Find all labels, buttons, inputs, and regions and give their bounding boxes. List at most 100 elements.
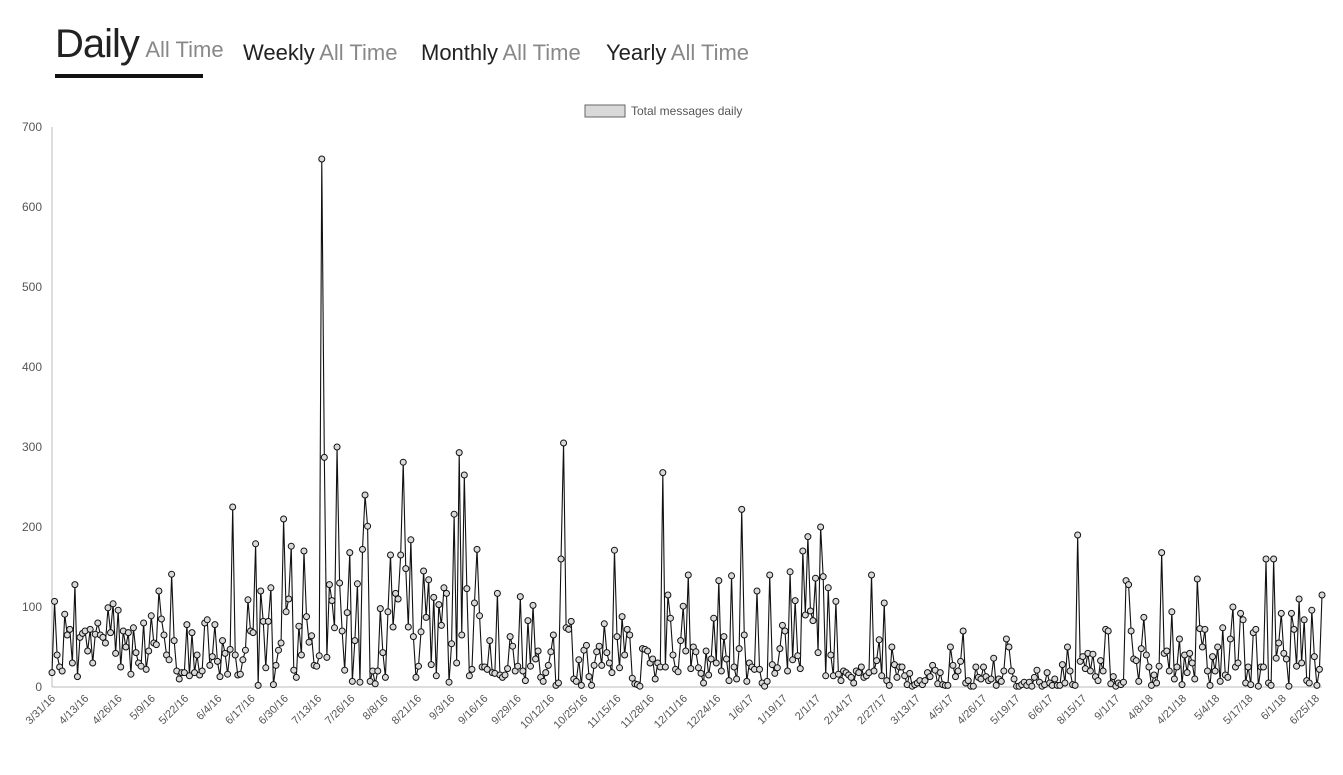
data-point bbox=[926, 673, 934, 681]
data-point bbox=[1127, 627, 1135, 635]
tab-monthly[interactable]: Monthly All Time bbox=[421, 40, 581, 66]
data-point bbox=[399, 458, 407, 466]
data-point bbox=[707, 655, 715, 663]
data-point bbox=[1005, 643, 1013, 651]
data-point bbox=[506, 633, 514, 641]
data-point bbox=[880, 599, 888, 607]
tab-daily[interactable]: Daily All Time bbox=[55, 22, 224, 78]
tab-weekly-range: All Time bbox=[319, 40, 398, 65]
tab-monthly-range: All Time bbox=[502, 40, 581, 65]
data-point bbox=[822, 672, 830, 680]
x-tick-label: 5/4/18 bbox=[1192, 693, 1222, 723]
x-tick-label: 6/4/16 bbox=[194, 693, 224, 723]
data-point bbox=[906, 669, 914, 677]
data-point bbox=[61, 610, 69, 618]
x-tick-label: 5/9/16 bbox=[128, 693, 158, 723]
data-point bbox=[1226, 635, 1234, 643]
data-point bbox=[387, 551, 394, 559]
data-point bbox=[417, 628, 425, 636]
data-point bbox=[763, 677, 771, 685]
data-point bbox=[582, 641, 590, 649]
data-point bbox=[722, 655, 730, 663]
data-point bbox=[453, 659, 461, 667]
data-point bbox=[1135, 677, 1143, 685]
data-point bbox=[325, 581, 333, 589]
data-point bbox=[1305, 679, 1313, 687]
data-point bbox=[392, 589, 400, 597]
y-tick-label: 700 bbox=[22, 120, 42, 134]
tab-weekly-label: Weekly bbox=[243, 40, 315, 65]
data-point bbox=[1209, 653, 1217, 661]
data-point bbox=[778, 621, 786, 629]
data-point bbox=[855, 669, 863, 677]
data-point bbox=[295, 622, 303, 630]
data-point bbox=[414, 662, 422, 670]
data-point bbox=[397, 551, 405, 559]
data-point bbox=[590, 661, 598, 669]
data-point bbox=[99, 633, 107, 641]
data-point bbox=[1002, 635, 1010, 643]
data-point bbox=[455, 449, 463, 457]
x-tick-label: 4/26/17 bbox=[955, 693, 989, 727]
legend-label: Total messages daily bbox=[631, 104, 742, 118]
data-point bbox=[437, 621, 445, 629]
data-point bbox=[53, 651, 61, 659]
data-point bbox=[850, 679, 858, 687]
data-point bbox=[682, 647, 690, 655]
data-point bbox=[565, 625, 573, 633]
x-tick-label: 12/24/16 bbox=[685, 693, 724, 732]
data-point bbox=[959, 627, 967, 635]
data-point bbox=[1086, 667, 1094, 675]
x-tick-label: 10/25/16 bbox=[552, 693, 591, 732]
data-point bbox=[305, 638, 313, 646]
data-point bbox=[539, 677, 547, 685]
data-point bbox=[694, 664, 702, 672]
data-point bbox=[422, 613, 430, 621]
data-point bbox=[458, 631, 466, 639]
data-point bbox=[554, 679, 562, 687]
data-point bbox=[1074, 531, 1082, 539]
data-point bbox=[252, 540, 260, 548]
data-point bbox=[1099, 667, 1107, 675]
data-point bbox=[1280, 649, 1288, 657]
data-point bbox=[572, 677, 580, 685]
data-point bbox=[376, 605, 384, 613]
data-point bbox=[112, 649, 120, 657]
data-point bbox=[1239, 616, 1247, 624]
data-point bbox=[608, 669, 616, 677]
data-point bbox=[241, 646, 249, 654]
data-point bbox=[636, 682, 644, 690]
data-point bbox=[725, 677, 733, 685]
data-point bbox=[1191, 675, 1199, 683]
tab-yearly-label: Yearly bbox=[606, 40, 667, 65]
data-point bbox=[1163, 647, 1171, 655]
data-point bbox=[875, 636, 883, 644]
data-point bbox=[1315, 665, 1323, 673]
data-point bbox=[303, 613, 311, 621]
data-point bbox=[170, 637, 178, 645]
data-point bbox=[628, 674, 636, 682]
data-point bbox=[987, 675, 995, 683]
data-point bbox=[486, 637, 494, 645]
data-point bbox=[435, 601, 443, 609]
data-point bbox=[84, 647, 92, 655]
data-point bbox=[1170, 675, 1178, 683]
data-point bbox=[521, 677, 529, 685]
x-tick-label: 1/6/17 bbox=[727, 693, 757, 723]
data-point bbox=[160, 631, 168, 639]
data-point bbox=[957, 657, 965, 665]
data-point bbox=[333, 443, 341, 451]
data-point bbox=[1158, 549, 1166, 557]
data-point bbox=[343, 609, 351, 617]
data-point bbox=[445, 678, 453, 686]
data-point bbox=[547, 648, 555, 656]
tab-weekly[interactable]: Weekly All Time bbox=[243, 40, 397, 66]
data-point bbox=[621, 651, 629, 659]
data-point bbox=[524, 617, 532, 625]
data-point bbox=[618, 613, 626, 621]
data-point bbox=[269, 681, 277, 689]
data-point bbox=[1066, 667, 1074, 675]
tab-yearly[interactable]: Yearly All Time bbox=[606, 40, 749, 66]
y-tick-label: 0 bbox=[35, 680, 42, 694]
tab-daily-label: Daily bbox=[55, 22, 140, 66]
